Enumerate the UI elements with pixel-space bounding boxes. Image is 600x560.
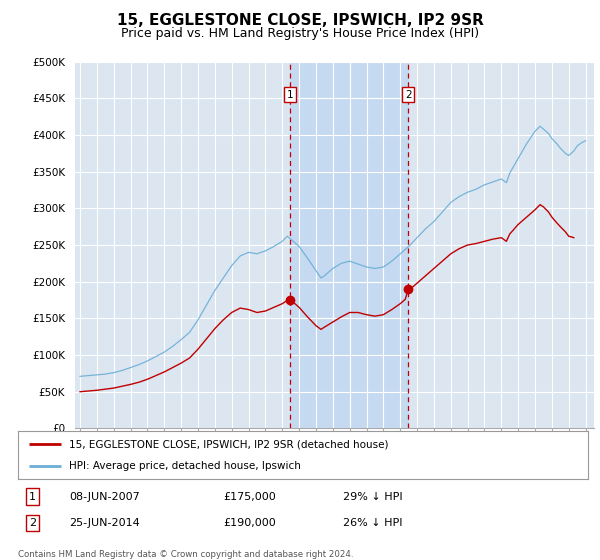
Text: £175,000: £175,000 xyxy=(223,492,276,502)
Text: 29% ↓ HPI: 29% ↓ HPI xyxy=(343,492,403,502)
Text: 1: 1 xyxy=(29,492,36,502)
Text: 15, EGGLESTONE CLOSE, IPSWICH, IP2 9SR: 15, EGGLESTONE CLOSE, IPSWICH, IP2 9SR xyxy=(116,13,484,29)
Text: Price paid vs. HM Land Registry's House Price Index (HPI): Price paid vs. HM Land Registry's House … xyxy=(121,27,479,40)
Text: 25-JUN-2014: 25-JUN-2014 xyxy=(70,518,140,528)
Text: HPI: Average price, detached house, Ipswich: HPI: Average price, detached house, Ipsw… xyxy=(70,461,301,471)
Text: 15, EGGLESTONE CLOSE, IPSWICH, IP2 9SR (detached house): 15, EGGLESTONE CLOSE, IPSWICH, IP2 9SR (… xyxy=(70,439,389,449)
Text: 26% ↓ HPI: 26% ↓ HPI xyxy=(343,518,403,528)
Text: 1: 1 xyxy=(286,90,293,100)
Text: 08-JUN-2007: 08-JUN-2007 xyxy=(70,492,140,502)
Text: 2: 2 xyxy=(29,518,36,528)
Text: 2: 2 xyxy=(405,90,412,100)
Text: £190,000: £190,000 xyxy=(223,518,276,528)
Bar xyxy=(290,62,409,428)
Text: Contains HM Land Registry data © Crown copyright and database right 2024.
This d: Contains HM Land Registry data © Crown c… xyxy=(18,550,353,560)
